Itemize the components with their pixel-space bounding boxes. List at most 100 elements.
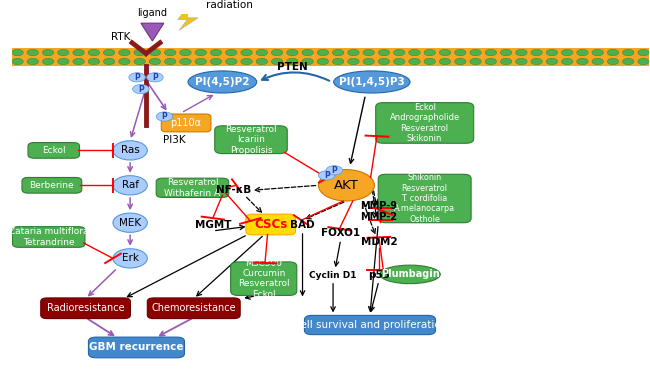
Circle shape (439, 58, 450, 65)
Circle shape (134, 58, 146, 65)
Text: Resveratrol
Withaferin A: Resveratrol Withaferin A (164, 178, 220, 198)
Text: MGMT: MGMT (194, 219, 231, 230)
Circle shape (500, 49, 512, 56)
FancyBboxPatch shape (161, 114, 211, 132)
Text: P: P (138, 84, 144, 94)
Circle shape (287, 49, 298, 56)
Circle shape (119, 58, 130, 65)
Circle shape (211, 49, 222, 56)
Text: FOXO1: FOXO1 (321, 228, 360, 238)
Circle shape (42, 49, 54, 56)
Circle shape (302, 58, 313, 65)
Circle shape (454, 58, 466, 65)
Circle shape (577, 58, 588, 65)
Circle shape (73, 49, 84, 56)
Circle shape (27, 49, 38, 56)
Circle shape (287, 58, 298, 65)
FancyBboxPatch shape (304, 315, 436, 335)
Circle shape (164, 58, 176, 65)
Circle shape (470, 49, 481, 56)
Circle shape (623, 49, 634, 56)
Circle shape (378, 58, 390, 65)
Text: MMP-9: MMP-9 (359, 201, 396, 211)
Circle shape (562, 49, 573, 56)
Circle shape (577, 49, 588, 56)
Circle shape (515, 49, 527, 56)
Bar (12, 48, 649, 57)
Circle shape (638, 58, 649, 65)
Circle shape (363, 49, 374, 56)
Circle shape (317, 58, 329, 65)
Text: P: P (324, 171, 330, 180)
Text: ligand: ligand (137, 8, 168, 18)
Text: PI(4,5)P2: PI(4,5)P2 (195, 77, 250, 87)
Text: Resveratrol
Icariin
Propolisis: Resveratrol Icariin Propolisis (225, 125, 277, 155)
Circle shape (485, 58, 497, 65)
Bar (12, 57, 649, 66)
Text: PI3K: PI3K (163, 135, 186, 145)
Circle shape (240, 58, 252, 65)
Circle shape (113, 213, 148, 232)
Text: Chemoresistance: Chemoresistance (151, 303, 236, 313)
FancyBboxPatch shape (28, 142, 79, 158)
Circle shape (58, 49, 69, 56)
Text: P: P (135, 73, 140, 82)
Text: MSC500
Curcumin
Resveratrol
Eckol: MSC500 Curcumin Resveratrol Eckol (238, 259, 289, 299)
Text: CSCs: CSCs (254, 218, 287, 231)
Circle shape (424, 58, 436, 65)
Text: radiation: radiation (207, 0, 254, 10)
FancyBboxPatch shape (378, 174, 471, 223)
Circle shape (271, 58, 283, 65)
FancyBboxPatch shape (148, 298, 240, 318)
Circle shape (133, 84, 150, 94)
Circle shape (546, 58, 558, 65)
Circle shape (256, 49, 268, 56)
Circle shape (195, 49, 207, 56)
Circle shape (156, 112, 173, 121)
Circle shape (240, 49, 252, 56)
Text: Erk: Erk (122, 253, 138, 263)
Circle shape (318, 171, 335, 180)
Ellipse shape (333, 71, 410, 93)
Circle shape (147, 73, 163, 82)
Circle shape (638, 49, 649, 56)
Circle shape (119, 49, 130, 56)
Circle shape (211, 58, 222, 65)
Text: PI(1,4,5)P3: PI(1,4,5)P3 (339, 77, 405, 87)
Circle shape (134, 49, 146, 56)
Text: Ras: Ras (121, 145, 140, 155)
Circle shape (103, 49, 115, 56)
FancyBboxPatch shape (246, 214, 296, 235)
FancyBboxPatch shape (41, 298, 131, 318)
FancyBboxPatch shape (231, 262, 297, 295)
Circle shape (180, 49, 191, 56)
Circle shape (150, 58, 161, 65)
Text: MMP-2: MMP-2 (359, 212, 396, 222)
Text: Curcumin
Shikonin
Resveratrol
T. cordifolia
A.melanocarpa
Osthole
Shikonin: Curcumin Shikonin Resveratrol T. cordifo… (394, 163, 455, 234)
Circle shape (485, 49, 497, 56)
Circle shape (129, 73, 146, 82)
Circle shape (103, 58, 115, 65)
Text: PTEN: PTEN (277, 62, 307, 72)
Circle shape (113, 141, 148, 160)
Circle shape (318, 170, 374, 201)
Text: MEK: MEK (119, 218, 141, 228)
Text: Cell survival and proliferation: Cell survival and proliferation (292, 320, 447, 330)
Circle shape (73, 58, 84, 65)
Circle shape (424, 49, 436, 56)
Circle shape (592, 58, 603, 65)
Text: Raf: Raf (122, 180, 138, 190)
Text: Toosendanin
Eckol
Andrographolide
Resveratrol
Skikonin
Curcuma amanda: Toosendanin Eckol Andrographolide Resver… (387, 93, 462, 153)
Circle shape (348, 58, 359, 65)
FancyBboxPatch shape (88, 337, 185, 358)
FancyBboxPatch shape (214, 126, 287, 154)
Circle shape (271, 49, 283, 56)
Text: Berberine: Berberine (29, 181, 74, 190)
Text: p53: p53 (368, 270, 390, 280)
Circle shape (607, 49, 619, 56)
Circle shape (150, 49, 161, 56)
Circle shape (409, 49, 420, 56)
Text: Plumbagin: Plumbagin (381, 269, 439, 279)
Text: GBM recurrence: GBM recurrence (89, 343, 184, 352)
Circle shape (348, 49, 359, 56)
